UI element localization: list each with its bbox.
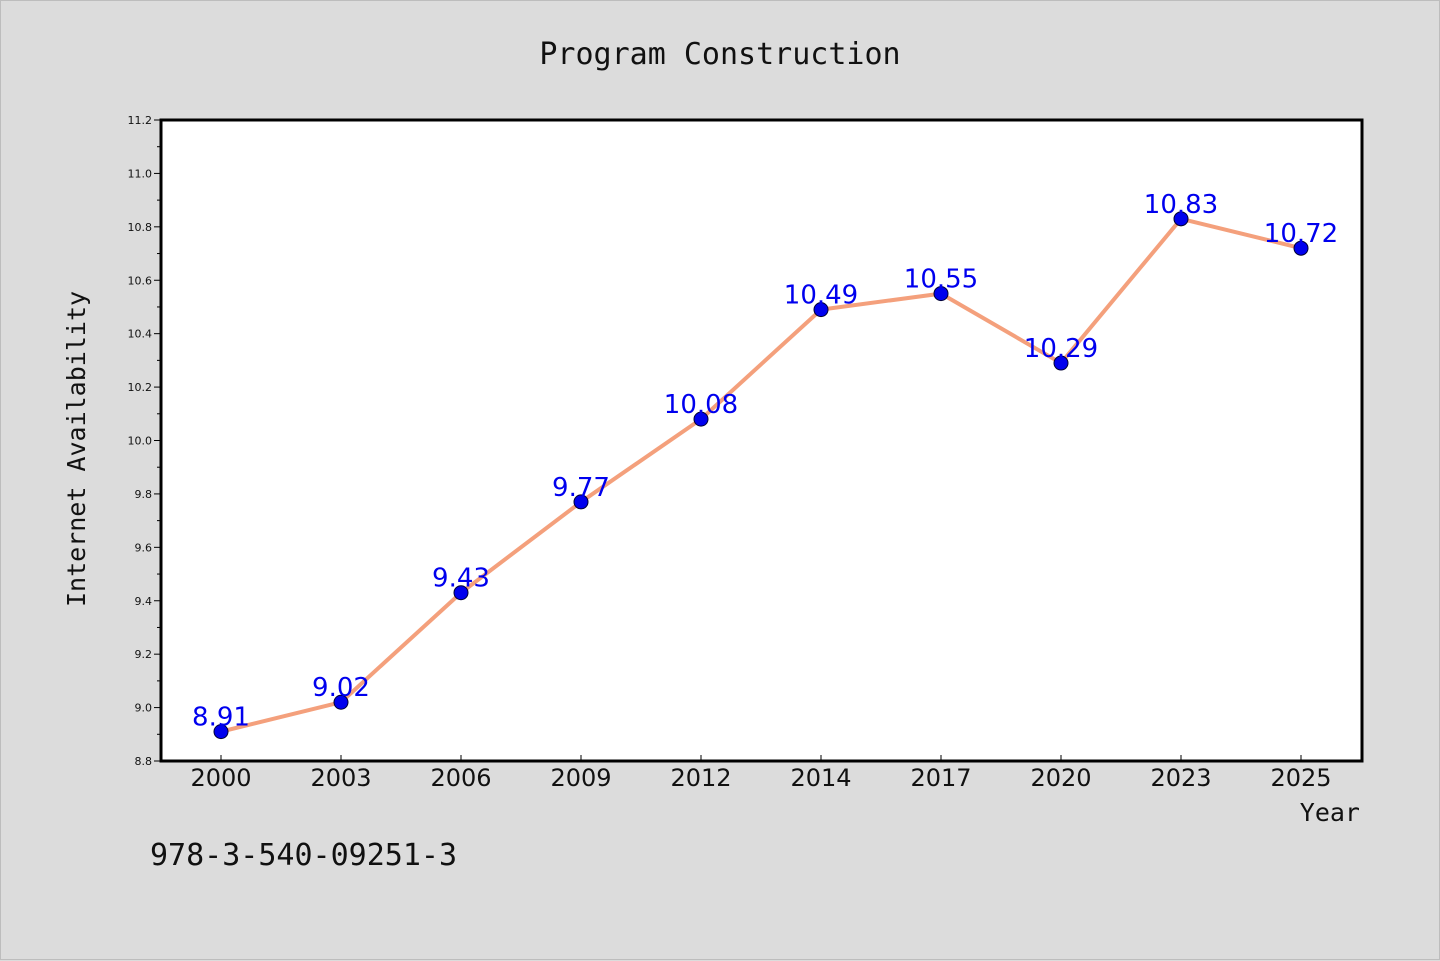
data-point-marker [1053, 355, 1069, 371]
y-tick-label: 9.2 [135, 648, 153, 661]
y-tick-label: 9.8 [135, 488, 153, 501]
data-point-marker [333, 694, 349, 710]
x-tick-label: 2014 [790, 764, 851, 792]
data-label: 10.83 [1144, 190, 1218, 220]
data-label: 10.55 [904, 265, 978, 295]
x-axis-label: Year [1300, 798, 1360, 827]
data-label: 10.72 [1264, 219, 1338, 249]
data-point-marker [813, 302, 829, 318]
x-tick-label: 2025 [1270, 764, 1331, 792]
series-group: 8.91 9.02 9.43 9.77 10.08 10.49 10.55 10.29 10.8… [192, 190, 1338, 740]
data-label: 9.43 [432, 564, 490, 594]
data-label: 9.02 [312, 673, 370, 703]
y-tick-label: 11.0 [128, 167, 153, 180]
data-point-marker [1293, 240, 1309, 256]
data-point-marker [933, 286, 949, 302]
x-tick-label: 2012 [670, 764, 731, 792]
y-tick-label: 10.0 [128, 435, 153, 448]
y-tick-label: 11.2 [128, 114, 153, 127]
y-tick-label: 9.4 [135, 595, 153, 608]
x-tick-label: 2003 [310, 764, 371, 792]
footer-isbn-text: 978-3-540-09251-3 [150, 838, 457, 873]
x-tick-label: 2000 [190, 764, 251, 792]
data-label: 10.29 [1024, 334, 1098, 364]
y-tick-label: 10.4 [128, 328, 153, 341]
data-point-marker [213, 724, 229, 740]
y-tick-label: 10.2 [128, 381, 153, 394]
data-label: 10.08 [664, 390, 738, 420]
y-tick-label: 10.8 [128, 221, 153, 234]
y-tick-label: 10.6 [128, 274, 153, 287]
plot-area [159, 118, 1364, 763]
y-tick-label: 9.6 [135, 541, 153, 554]
y-axis: 8.8 9.0 9.2 9.4 9.6 9.8 10.0 10.2 10.4 10.6 10.8 11… [128, 114, 161, 768]
data-point-marker [693, 411, 709, 427]
y-tick-label: 9.0 [135, 702, 153, 715]
data-label: 9.77 [552, 473, 610, 503]
data-label: 8.91 [192, 703, 250, 733]
x-tick-label: 2017 [910, 764, 971, 792]
series-line [219, 216, 1303, 734]
x-tick-label: 2023 [1150, 764, 1211, 792]
data-point-marker [573, 494, 589, 510]
x-axis: 2000 2003 2006 2009 2012 2014 2017 2020 2023 2025 [190, 755, 1332, 792]
x-tick-label: 2006 [430, 764, 491, 792]
chart-title: Program Construction [539, 37, 900, 72]
data-label: 10.49 [784, 281, 858, 311]
x-tick-label: 2020 [1030, 764, 1091, 792]
data-point-marker [1173, 211, 1189, 227]
y-axis-label: Internet Availability [62, 291, 91, 607]
data-point-marker [453, 585, 469, 601]
y-tick-label: 8.8 [135, 755, 153, 768]
x-tick-label: 2009 [550, 764, 611, 792]
